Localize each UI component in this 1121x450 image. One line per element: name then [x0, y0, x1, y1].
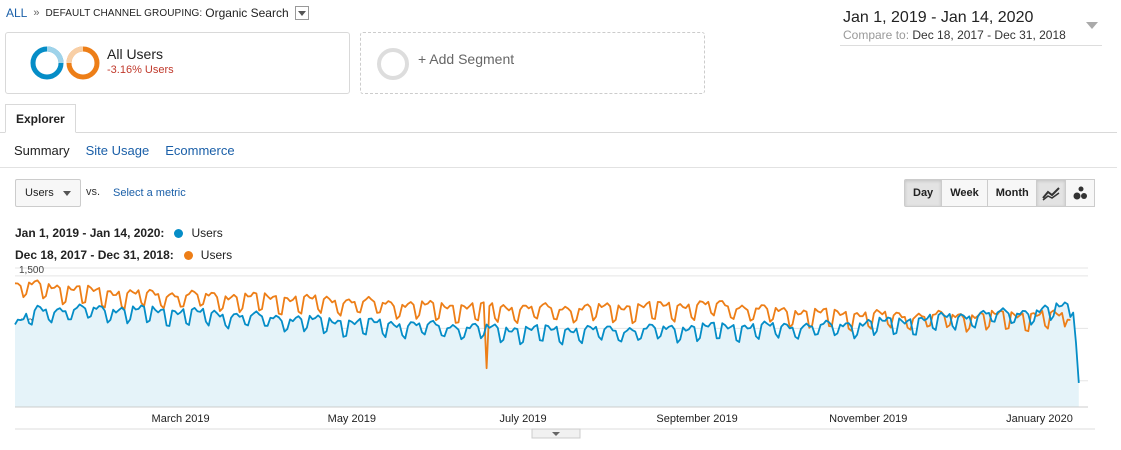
legend-current: Jan 1, 2019 - Jan 14, 2020: Users	[15, 226, 223, 240]
subtab-summary[interactable]: Summary	[14, 143, 70, 158]
subtab-ecommerce[interactable]: Ecommerce	[165, 143, 235, 158]
legend-previous: Dec 18, 2017 - Dec 31, 2018: Users	[15, 248, 232, 262]
date-range-main: Jan 1, 2019 - Jan 14, 2020	[843, 9, 1034, 26]
legend-previous-dot	[183, 250, 193, 260]
x-tick-label: November 2019	[829, 413, 907, 425]
motion-chart-button[interactable]	[1065, 179, 1095, 207]
day-button[interactable]: Day	[904, 179, 943, 207]
granularity-toggle: Day Week Month	[904, 179, 1038, 207]
tab-explorer[interactable]: Explorer	[5, 104, 76, 133]
legend-previous-metric: Users	[200, 248, 233, 262]
donut-current-icon	[30, 46, 64, 80]
empty-segment-icon	[377, 48, 409, 80]
y-tick-label-1500: 1,500	[19, 265, 44, 276]
month-button[interactable]: Month	[986, 179, 1038, 207]
chevron-down-icon	[552, 432, 560, 436]
segment-change: -3.16% Users	[107, 64, 174, 76]
current-period-line	[14, 301, 1080, 383]
bubble-chart-icon	[1073, 186, 1087, 200]
tab-divider	[0, 132, 1117, 133]
segment-title: All Users	[107, 46, 164, 62]
chevron-down-icon	[63, 191, 71, 196]
segment-donut-icons	[30, 46, 100, 80]
line-chart-button[interactable]	[1036, 179, 1066, 207]
compare-label: Compare to:	[843, 28, 910, 42]
x-tick-label: March 2019	[152, 413, 210, 425]
breadcrumb-all-link[interactable]: ALL	[6, 6, 28, 20]
segment-all-users[interactable]: All Users -3.16% Users	[5, 32, 350, 94]
add-segment-label: + Add Segment	[418, 51, 515, 67]
x-tick-label: January 2020	[1006, 413, 1073, 425]
subtab-divider	[0, 167, 1117, 168]
subtab-site-usage[interactable]: Site Usage	[85, 143, 150, 158]
breadcrumb-separator: »	[33, 7, 40, 19]
metric-select[interactable]: Users	[15, 179, 81, 207]
vs-label: vs.	[86, 186, 101, 198]
chart-type-toggle	[1036, 179, 1095, 207]
previous-period-line	[14, 279, 1071, 370]
chevron-down-icon	[1086, 22, 1098, 29]
breadcrumb: ALL » DEFAULT CHANNEL GROUPING: Organic …	[6, 6, 309, 20]
date-range-compare: Compare to: Dec 18, 2017 - Dec 31, 2018	[843, 28, 1066, 42]
line-chart-icon	[1042, 187, 1060, 201]
x-tick-label: May 2019	[328, 413, 376, 425]
x-tick-label: July 2019	[499, 413, 546, 425]
select-metric-link[interactable]: Select a metric	[113, 187, 186, 199]
date-range-picker[interactable]: Jan 1, 2019 - Jan 14, 2020 Compare to: D…	[840, 6, 1102, 46]
breadcrumb-dropdown-button[interactable]	[294, 6, 309, 20]
explorer-subtabs: Summary Site Usage Ecommerce	[14, 143, 235, 158]
add-segment-button[interactable]: + Add Segment	[360, 32, 705, 94]
breadcrumb-dimension: DEFAULT CHANNEL GROUPING:	[45, 7, 203, 19]
legend-current-metric: Users	[191, 226, 223, 240]
donut-previous-icon	[66, 46, 100, 80]
legend-current-range: Jan 1, 2019 - Jan 14, 2020:	[15, 226, 165, 240]
week-button[interactable]: Week	[941, 179, 988, 207]
legend-current-dot	[174, 228, 184, 238]
metric-select-value: Users	[25, 187, 54, 199]
breadcrumb-value: Organic Search	[205, 6, 289, 20]
compare-value: Dec 18, 2017 - Dec 31, 2018	[912, 28, 1066, 42]
x-tick-label: September 2019	[656, 413, 737, 425]
chevron-down-icon	[297, 10, 306, 16]
legend-previous-range: Dec 18, 2017 - Dec 31, 2018:	[15, 248, 174, 262]
